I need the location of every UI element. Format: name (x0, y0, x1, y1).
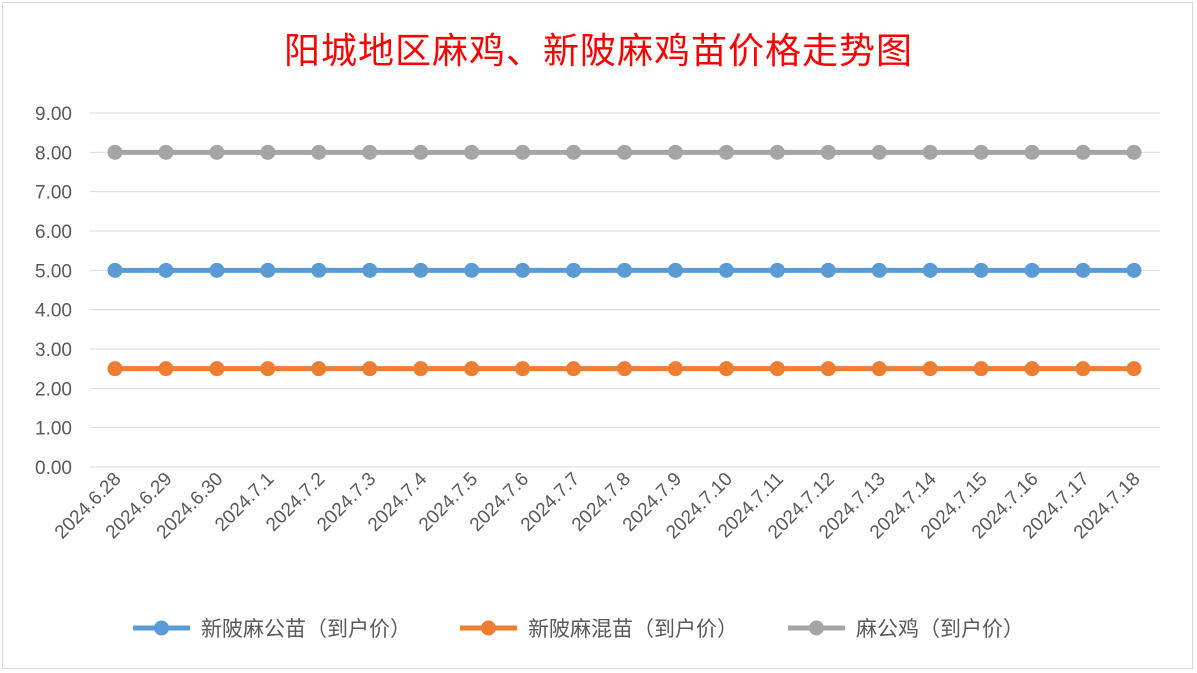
data-point (566, 361, 582, 377)
legend-item: 新陂麻混苗（到户价） (460, 617, 738, 641)
data-point (718, 361, 734, 377)
data-point (158, 144, 174, 160)
series-1 (107, 262, 1142, 278)
y-tick-label: 8.00 (35, 143, 72, 164)
data-point (667, 144, 683, 160)
data-point (362, 144, 378, 160)
data-point (209, 361, 225, 377)
data-point (260, 262, 276, 278)
data-point (362, 262, 378, 278)
data-point (1024, 262, 1040, 278)
legend: 新陂麻公苗（到户价） 新陂麻混苗（到户价） 麻公鸡（到户价） (133, 617, 1024, 641)
data-point (973, 262, 989, 278)
data-point (1024, 361, 1040, 377)
data-point (1075, 361, 1091, 377)
y-tick-label: 2.00 (35, 379, 72, 400)
y-tick-label: 3.00 (35, 340, 72, 361)
data-point (260, 144, 276, 160)
data-point (1126, 361, 1142, 377)
data-point (464, 262, 480, 278)
data-point (158, 361, 174, 377)
data-point (209, 262, 225, 278)
data-point (311, 361, 327, 377)
data-point (566, 262, 582, 278)
data-point (413, 262, 429, 278)
chart-title: 阳城地区麻鸡、新陂麻鸡苗价格走势图 (283, 31, 913, 72)
legend-label: 新陂麻公苗（到户价） (201, 617, 411, 641)
data-point (260, 361, 276, 377)
data-point (1024, 144, 1040, 160)
data-point (820, 144, 836, 160)
data-point (107, 144, 123, 160)
data-point (1126, 144, 1142, 160)
data-point (769, 144, 785, 160)
data-point (515, 361, 531, 377)
data-point (464, 361, 480, 377)
legend-label: 麻公鸡（到户价） (856, 617, 1024, 641)
data-point (871, 361, 887, 377)
data-point (158, 262, 174, 278)
legend-swatch-marker (481, 620, 496, 636)
data-point (973, 144, 989, 160)
data-point (718, 144, 734, 160)
y-tick-label: 6.00 (35, 222, 72, 243)
data-point (515, 144, 531, 160)
data-point (769, 262, 785, 278)
legend-item: 新陂麻公苗（到户价） (133, 617, 411, 641)
y-tick-label: 1.00 (35, 419, 72, 440)
data-point (667, 262, 683, 278)
data-point (1126, 262, 1142, 278)
legend-swatch-marker (809, 620, 824, 636)
data-point (820, 262, 836, 278)
data-point (311, 262, 327, 278)
y-tick-label: 4.00 (35, 301, 72, 322)
data-point (922, 144, 938, 160)
data-point (362, 361, 378, 377)
y-axis-ticks: 0.00 1.00 2.00 3.00 4.00 5.00 6.00 7.00 8.00 9.00 (35, 104, 72, 479)
y-tick-label: 9.00 (35, 104, 72, 125)
legend-item: 麻公鸡（到户价） (788, 617, 1024, 641)
data-point (617, 361, 632, 377)
data-point (922, 361, 938, 377)
data-point (311, 144, 327, 160)
data-point (1075, 144, 1091, 160)
data-point (871, 144, 887, 160)
legend-swatch-marker (154, 620, 169, 636)
data-point (413, 361, 429, 377)
data-point (566, 144, 582, 160)
data-point (515, 262, 531, 278)
legend-label: 新陂麻混苗（到户价） (528, 617, 738, 641)
x-axis-ticks: 2024.6.282024.6.292024.6.302024.7.12024.… (51, 468, 1145, 543)
data-point (617, 262, 632, 278)
y-tick-label: 7.00 (35, 183, 72, 204)
data-point (617, 144, 632, 160)
data-point (209, 144, 225, 160)
data-point (413, 144, 429, 160)
data-point (871, 262, 887, 278)
y-tick-label: 0.00 (35, 458, 72, 479)
data-point (107, 361, 123, 377)
series-group (107, 144, 1142, 377)
y-tick-label: 5.00 (35, 261, 72, 282)
data-point (107, 262, 123, 278)
data-point (464, 144, 480, 160)
series-2 (107, 361, 1142, 377)
data-point (667, 361, 683, 377)
grid-lines (90, 112, 1160, 468)
series-3 (107, 144, 1142, 160)
data-point (1075, 262, 1091, 278)
data-point (769, 361, 785, 377)
data-point (820, 361, 836, 377)
data-point (718, 262, 734, 278)
data-point (973, 361, 989, 377)
data-point (922, 262, 938, 278)
